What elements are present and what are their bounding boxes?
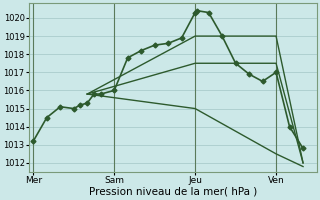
- X-axis label: Pression niveau de la mer( hPa ): Pression niveau de la mer( hPa ): [89, 187, 257, 197]
